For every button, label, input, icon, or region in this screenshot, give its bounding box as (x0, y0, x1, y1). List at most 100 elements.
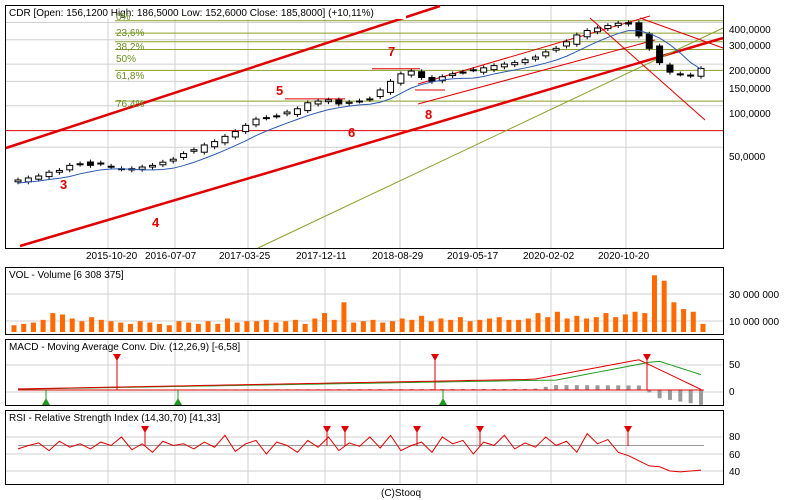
volume-bar (244, 321, 250, 332)
volume-bar (438, 318, 444, 332)
candles (14, 20, 705, 185)
candle-body (573, 34, 581, 45)
candle-body (107, 165, 115, 168)
volume-bar (622, 314, 628, 332)
candle-body (469, 69, 477, 72)
candle-body (24, 177, 32, 183)
candle-body (449, 73, 457, 77)
rsi-sell-marker (624, 426, 632, 433)
volume-bar (409, 319, 415, 332)
candle-body (376, 89, 384, 98)
volume-bar (157, 323, 163, 332)
macd-histogram-bar (636, 385, 641, 390)
candle-body (55, 169, 63, 173)
macd-sell-marker (113, 354, 121, 361)
volume-bar (292, 319, 298, 332)
macd-ytick: 50 (729, 360, 741, 371)
macd-buy-marker (439, 398, 447, 405)
candle-body (583, 30, 591, 38)
rsi-sell-marker (476, 426, 484, 433)
volume-bar (574, 315, 580, 332)
volume-bar (166, 325, 172, 332)
candle-body (521, 59, 529, 64)
candle-body (138, 166, 146, 170)
wave-label: 5 (276, 83, 283, 98)
candle-body (594, 27, 602, 33)
macd-histogram-bar (699, 390, 703, 405)
candle-body (366, 98, 374, 101)
macd-buy-marker (42, 398, 50, 405)
rsi-ytick: 80 (729, 432, 741, 443)
volume-bar (671, 302, 677, 332)
volume-bar (419, 315, 425, 332)
volume-bar (263, 319, 269, 332)
candle-body (480, 67, 488, 73)
down-channel-line (639, 17, 724, 49)
volume-bar (224, 318, 230, 332)
candle-body (149, 164, 157, 168)
thin-channel-line (417, 39, 656, 105)
volume-bar (215, 323, 221, 332)
price-ytick: 300,0000 (729, 41, 771, 52)
volume-bar (40, 319, 46, 332)
candle-body (273, 115, 281, 118)
candle-body (180, 153, 188, 158)
candle-body (335, 99, 343, 105)
volume-bar (195, 323, 201, 332)
candle-body (35, 175, 43, 180)
volume-bar (467, 321, 473, 332)
volume-bar (632, 311, 638, 332)
volume-bar (69, 318, 75, 332)
volume-bar (496, 317, 502, 332)
x-tick: 2016-07-07 (145, 251, 197, 262)
candle-body (262, 117, 270, 120)
candle-body (221, 135, 229, 144)
candle-body (66, 164, 74, 171)
candle-body (324, 99, 332, 103)
candle-body (625, 22, 633, 25)
macd-histogram-bar (481, 388, 486, 390)
price-ytick: 200,0000 (729, 66, 771, 77)
volume-bar (21, 323, 27, 332)
wave-label: 8 (425, 107, 432, 122)
volume-bar (642, 313, 648, 332)
volume-bar (331, 319, 337, 332)
macd-plot (17, 354, 704, 405)
candle-body (459, 71, 467, 74)
candle-body (159, 161, 167, 166)
wave-label: 4 (152, 215, 160, 230)
volume-bar (186, 322, 192, 332)
volume-bar (30, 322, 36, 332)
candle-body (418, 71, 426, 78)
volume-ytick: 10 000 000 (729, 317, 779, 328)
candle-body (14, 179, 22, 183)
macd-histogram-bar (616, 385, 621, 390)
volume-bar (370, 319, 376, 332)
trend-lines (5, 4, 724, 249)
volume-bar (118, 322, 124, 332)
volume-bar (428, 321, 434, 332)
volume-bar (79, 321, 85, 332)
candle-body (676, 73, 684, 76)
grid-lines (6, 6, 723, 484)
price-ytick: 50,0000 (729, 152, 766, 163)
candle-body (293, 108, 301, 115)
volume-bars (11, 275, 706, 332)
macd-histogram-bar (564, 385, 569, 390)
volume-bar (254, 321, 260, 332)
macd-ytick: 0 (729, 387, 735, 398)
macd-histogram-bar (657, 390, 662, 399)
macd-histogram-bar (523, 388, 528, 390)
macd-histogram-bar (626, 385, 631, 390)
wave-label: 6 (348, 125, 355, 140)
wave-label: 3 (60, 177, 67, 192)
candle-body (562, 41, 570, 47)
volume-bar (273, 322, 279, 332)
candle-body (397, 73, 405, 84)
macd-title: MACD - Moving Average Conv. Div. (12,26,… (9, 342, 240, 353)
fib-label: 0% (116, 12, 131, 23)
volume-bar (535, 313, 541, 332)
volume-bar (506, 319, 512, 332)
candle-body (242, 124, 250, 133)
x-tick: 2020-02-02 (523, 251, 575, 262)
